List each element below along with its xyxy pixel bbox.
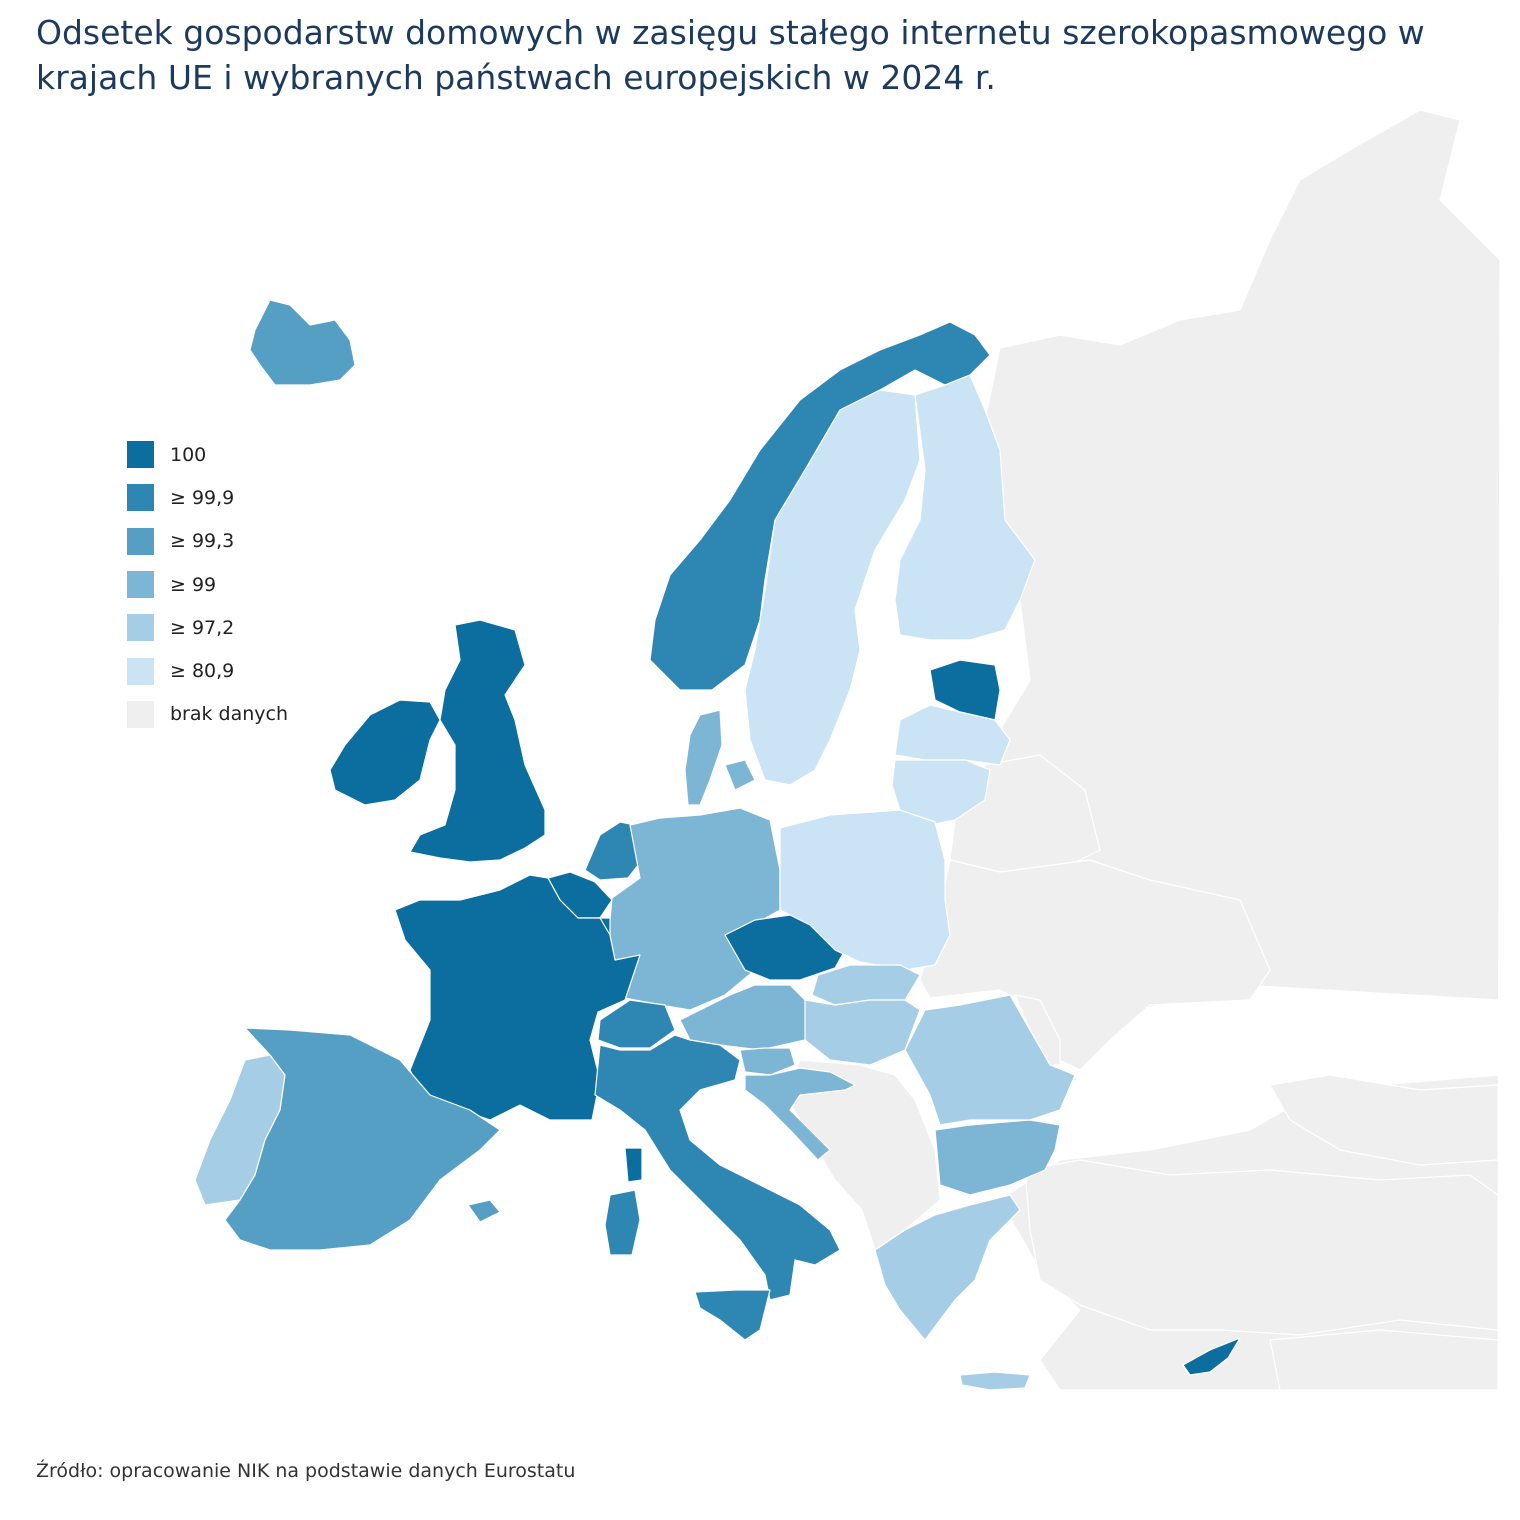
region-czechia <box>724 914 846 981</box>
region-lithuania <box>891 759 991 826</box>
legend-label: ≥ 99,3 <box>170 530 235 553</box>
legend-item: ≥ 97,2 <box>127 606 288 649</box>
legend-label: ≥ 80,9 <box>170 660 235 683</box>
legend-item: 100 <box>127 433 288 476</box>
region-spain <box>224 1027 501 1251</box>
legend-label: ≥ 97,2 <box>170 616 235 639</box>
region-sweden <box>744 389 921 786</box>
region-corsica <box>624 1147 643 1183</box>
region-turkey <box>1024 1159 1499 1336</box>
legend-swatch <box>127 484 154 512</box>
region-italy <box>594 1034 841 1301</box>
region-hungary <box>804 999 921 1066</box>
legend-label: ≥ 99 <box>170 573 217 596</box>
region-united-kingdom <box>409 619 546 863</box>
region-ukraine <box>919 859 1271 1071</box>
legend-swatch <box>127 614 154 642</box>
region-bulgaria <box>934 1119 1061 1196</box>
source-note: Źródło: opracowanie NIK na podstawie dan… <box>36 1460 576 1482</box>
legend-swatch <box>127 571 154 599</box>
legend-label: brak danych <box>170 703 289 726</box>
region-germany <box>609 807 781 1011</box>
legend-label: 100 <box>170 443 207 466</box>
region-latvia <box>894 704 1011 766</box>
region-romania <box>904 994 1076 1126</box>
region-caucasus <box>1269 1074 1499 1166</box>
region-denmark <box>684 709 723 806</box>
region-croatia <box>744 1067 856 1161</box>
region-slovenia <box>739 1047 796 1076</box>
legend-item: ≥ 99 <box>127 563 288 606</box>
region-iceland <box>249 299 356 386</box>
region-denmark <box>724 759 756 791</box>
legend-label: ≥ 99,9 <box>170 486 235 509</box>
region-cyprus <box>1182 1337 1241 1376</box>
legend-item: ≥ 99,3 <box>127 520 288 563</box>
region-poland <box>779 809 951 971</box>
region-switzerland <box>597 999 676 1049</box>
legend-item: brak danych <box>127 693 288 736</box>
region-crete <box>959 1371 1031 1391</box>
region-balearic-islands <box>467 1199 501 1223</box>
legend-swatch <box>127 657 154 685</box>
region-middle-east <box>1269 1329 1499 1391</box>
region-estonia <box>929 659 1001 721</box>
region-slovakia <box>811 964 921 1006</box>
legend-swatch <box>127 700 154 728</box>
map-title: Odsetek gospodarstw domowych w zasięgu s… <box>36 13 1425 97</box>
region-greece <box>874 1194 1021 1341</box>
legend-item: ≥ 80,9 <box>127 649 288 692</box>
region-ireland <box>329 699 441 806</box>
legend-swatch <box>127 441 154 469</box>
legend-swatch <box>127 527 154 555</box>
region-sardinia <box>604 1189 641 1256</box>
region-sicily <box>694 1289 771 1341</box>
map-legend: 100 ≥ 99,9 ≥ 99,3 ≥ 99 ≥ 97,2 ≥ 80,9 bra… <box>127 433 288 736</box>
legend-item: ≥ 99,9 <box>127 476 288 519</box>
region-finland <box>894 374 1036 641</box>
